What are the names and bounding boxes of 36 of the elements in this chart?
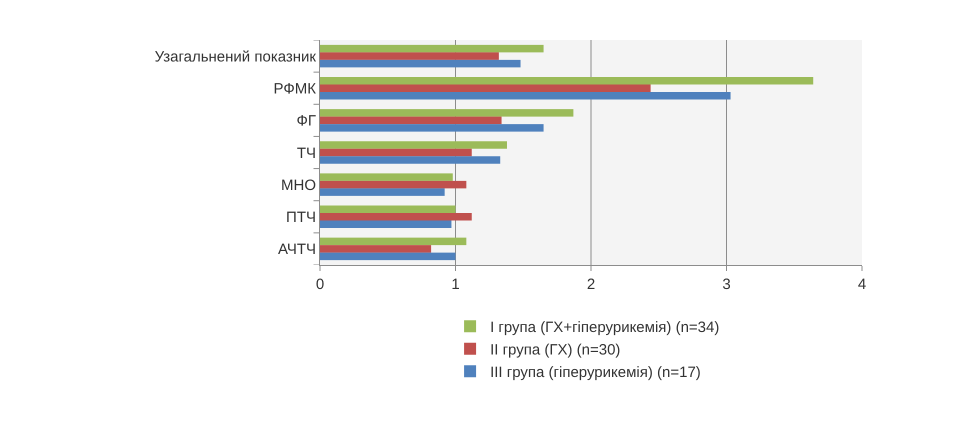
bar	[320, 188, 445, 196]
bar	[320, 173, 453, 181]
bar	[320, 220, 452, 228]
bar	[320, 109, 574, 117]
bar	[320, 238, 466, 246]
x-tick-label: 3	[722, 276, 731, 293]
bar	[320, 245, 432, 253]
x-tick-label: 0	[316, 276, 324, 293]
legend-label: II група (ГХ) (n=30)	[490, 342, 620, 359]
bar	[320, 92, 731, 100]
bar	[320, 60, 521, 68]
x-tick-label: 2	[586, 276, 596, 293]
bar	[320, 148, 472, 156]
y-tick-label: АЧТЧ	[278, 241, 316, 258]
bar	[320, 141, 507, 149]
legend-label: III група (гіперурикемія) (n=17)	[490, 364, 701, 382]
bar	[320, 124, 544, 132]
bar	[320, 180, 466, 188]
bar	[320, 206, 456, 214]
bar	[320, 156, 500, 164]
bar	[320, 52, 499, 60]
y-tick-label: ТЧ	[296, 144, 316, 162]
bar	[320, 76, 814, 84]
y-tick-label: МНО	[281, 176, 316, 194]
y-tick-label: ФГ	[296, 112, 316, 130]
bar	[320, 84, 651, 92]
x-tick-label: 4	[858, 276, 866, 293]
x-tick-label: 1	[451, 276, 460, 293]
y-tick-label: РФМК	[274, 80, 316, 98]
y-tick-label: ПТЧ	[286, 209, 316, 226]
bar	[320, 213, 472, 221]
bar	[320, 44, 544, 52]
y-tick-label: Узагальнений показник	[154, 48, 316, 66]
legend-label: I група (ГХ+гіперурикемія) (n=34)	[490, 319, 720, 336]
bar	[320, 116, 502, 124]
bar	[320, 252, 456, 260]
